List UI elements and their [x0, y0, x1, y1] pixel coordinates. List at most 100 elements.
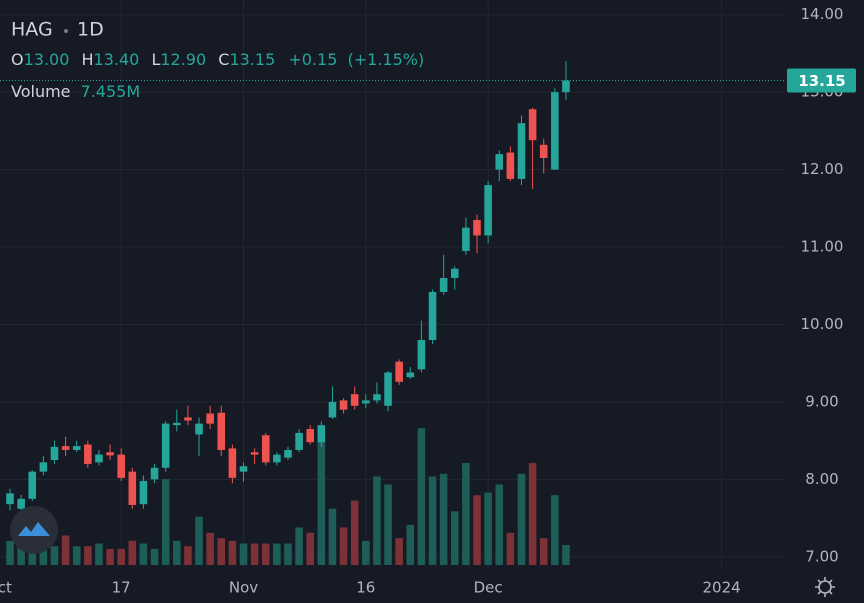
volume-bar: [384, 484, 392, 565]
candle-body: [173, 422, 181, 426]
x-tick-label: Dec: [474, 579, 503, 597]
volume-bar: [539, 538, 548, 565]
volume-bar: [528, 463, 537, 565]
volume-bar: [139, 543, 148, 565]
volume-bar: [39, 543, 48, 565]
last-price-tag: [787, 68, 856, 93]
volume-bar: [195, 516, 203, 565]
candle-body: [273, 454, 281, 463]
volume-bar: [328, 508, 337, 565]
candle-body: [50, 446, 59, 461]
volume-bar: [173, 540, 181, 565]
candle-body: [417, 339, 426, 370]
volume-bar: [72, 546, 81, 565]
y-tick-label: 7.00: [805, 547, 838, 565]
volume-bar: [184, 546, 192, 565]
volume-bar: [473, 495, 481, 565]
volume-bar: [61, 535, 70, 565]
candle-body: [6, 493, 14, 505]
label: L: [151, 50, 160, 69]
volume-bar: [506, 532, 515, 565]
label: H: [82, 50, 94, 69]
x-tick-label: Oct: [0, 579, 12, 597]
candle-body: [95, 454, 103, 463]
gear-teeth: [815, 577, 835, 597]
x-tick-label: Nov: [229, 579, 258, 597]
candle-body: [506, 152, 515, 179]
value: 13.15: [229, 50, 275, 69]
label: O: [11, 50, 24, 69]
candle-body: [284, 449, 292, 458]
value: 13.40: [94, 50, 140, 69]
candle-body: [517, 123, 526, 179]
volume-bar: [462, 463, 470, 565]
candle-body: [84, 444, 92, 464]
volume-bar: [495, 484, 504, 565]
candle-body: [239, 466, 248, 472]
candle-body: [295, 432, 303, 450]
candle-body: [195, 423, 203, 435]
axes: 7.00 8.00 9.00 10.00 11.00 12.00 13.00 14.00 Oct…: [0, 5, 856, 597]
candle-body: [528, 109, 537, 141]
candle-body: [184, 417, 192, 421]
volume-bar: [373, 476, 381, 565]
volume-bar: [217, 538, 226, 565]
candle-body: [139, 480, 148, 505]
logo-shape: [18, 522, 50, 536]
candle-body: [61, 446, 70, 450]
candle-body: [439, 278, 448, 292]
candle-body: [217, 412, 226, 450]
x-tick-label: 2024: [703, 579, 741, 597]
candle-body: [106, 452, 114, 456]
logo[interactable]: [10, 506, 58, 554]
volume-bar: [562, 544, 570, 565]
volume-bar: [95, 543, 103, 565]
volume-bar: [317, 441, 326, 565]
volume-bar: [517, 473, 526, 565]
volume-bar: [17, 546, 25, 565]
separator: [64, 29, 68, 33]
candle-body: [484, 185, 492, 236]
volume-bar: [484, 492, 492, 565]
candle-body: [462, 227, 470, 251]
candle-body: [428, 291, 437, 340]
candle-body: [250, 452, 259, 455]
candle-body: [551, 92, 559, 170]
volume-bar: [150, 548, 159, 565]
candle-body: [373, 394, 381, 401]
candle-body: [450, 268, 459, 279]
symbol: HAG: [11, 19, 53, 41]
volume-bar: [395, 538, 403, 565]
volume-pane: [6, 428, 570, 565]
volume-bar: [306, 532, 314, 565]
y-tick-label: 14.00: [801, 5, 844, 23]
ohlc: O13.00 H13.40 L12.90 C13.15 +0.15 (+1.15…: [11, 50, 424, 69]
y-tick-label: 11.00: [801, 238, 844, 256]
volume-bar: [428, 476, 437, 565]
candle-body: [150, 467, 159, 480]
candle-body: [72, 446, 81, 450]
candle-body: [306, 429, 314, 443]
x-tick-label: 17: [112, 579, 131, 597]
settings[interactable]: [815, 577, 835, 597]
change: +0.15: [288, 50, 337, 69]
volume-bar: [250, 543, 259, 565]
volume-bar: [406, 524, 415, 565]
candle-body: [539, 144, 548, 158]
legend: HAG 1D O13.00 H13.40 L12.90 C13.15 +0.15…: [11, 19, 424, 101]
candle-body: [384, 372, 392, 406]
volume-bar: [417, 428, 426, 565]
volume-bar: [362, 540, 370, 565]
candle-body: [117, 454, 125, 478]
volume-bar: [106, 548, 114, 565]
candle-body: [317, 425, 326, 443]
y-tick-label: 9.00: [805, 392, 838, 410]
volume-bar: [551, 495, 559, 565]
volume-bar: [6, 540, 14, 565]
value: 12.90: [160, 50, 206, 69]
candle-body: [362, 400, 370, 404]
volume-bar: [128, 540, 137, 565]
candle-body: [128, 471, 137, 505]
volume-bar: [117, 548, 125, 565]
candle-body: [228, 448, 237, 478]
